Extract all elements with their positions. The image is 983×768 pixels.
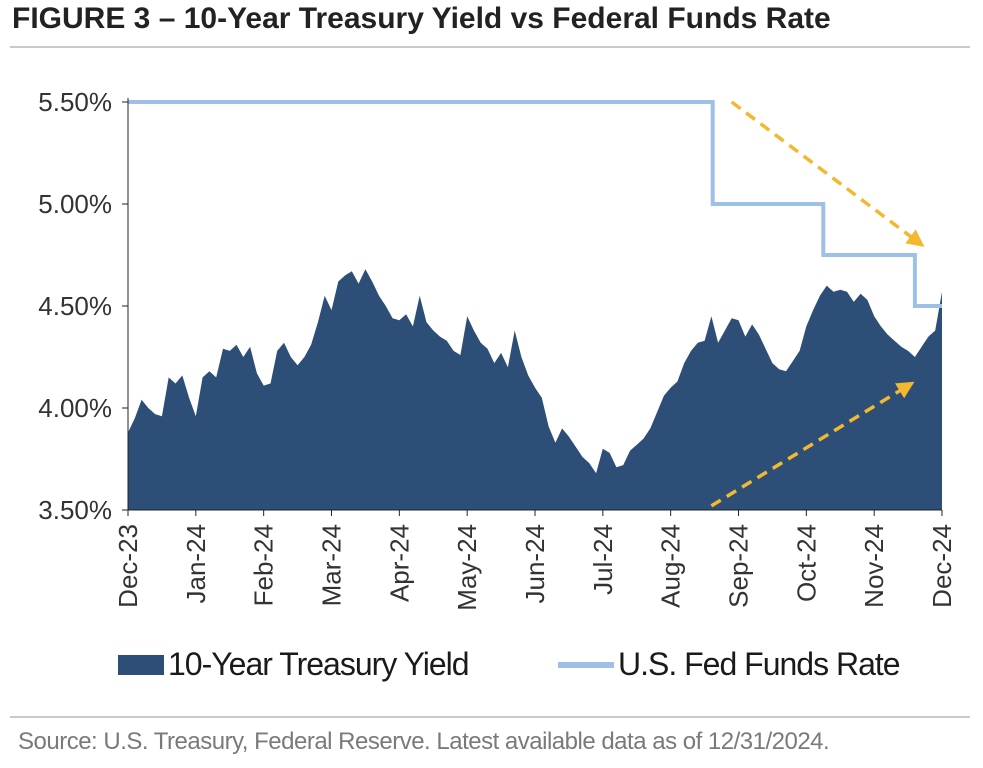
y-tick-label: 4.00% [38, 393, 112, 423]
x-tick-label: Mar-24 [317, 524, 347, 606]
trend-arrow-1 [730, 100, 925, 247]
x-tick-label: Jul-24 [588, 524, 618, 595]
legend-swatch-line [558, 661, 614, 668]
x-tick-label: Jun-24 [520, 524, 550, 604]
figure-title: FIGURE 3 – 10-Year Treasury Yield vs Fed… [12, 2, 831, 35]
series-fed-funds-line [128, 100, 942, 308]
x-tick-label: Dec-24 [927, 524, 957, 608]
legend-item-treasury-yield: 10-Year Treasury Yield [118, 646, 470, 683]
trend-arrow-2 [710, 381, 915, 508]
chart: 3.50% 4.00% 4.50% 5.00% 5.50% Dec-23 Jan-24 Fe… [38, 87, 957, 611]
source-divider [10, 716, 970, 718]
x-tick-label: Nov-24 [859, 524, 889, 608]
x-tick-label: Oct-24 [791, 524, 821, 602]
title-divider [10, 46, 970, 48]
legend-label-fed-funds: U.S. Fed Funds Rate [618, 646, 901, 682]
x-tick-label: Dec-23 [113, 524, 143, 608]
x-tick-label: May-24 [452, 524, 482, 611]
y-tick-label: 5.50% [38, 87, 112, 117]
y-tick-label: 3.50% [38, 495, 112, 525]
x-tick-label: Sep-24 [724, 524, 754, 608]
x-tick-label: Jan-24 [181, 524, 211, 604]
y-tick-label: 4.50% [38, 291, 112, 321]
legend-item-fed-funds: U.S. Fed Funds Rate [558, 646, 901, 683]
series-treasury-yield-area [128, 269, 942, 510]
source-note: Source: U.S. Treasury, Federal Reserve. … [18, 728, 830, 755]
legend: 10-Year Treasury Yield U.S. Fed Funds Ra… [0, 646, 983, 686]
y-tick-label: 5.00% [38, 189, 112, 219]
x-tick-label: Feb-24 [249, 524, 279, 606]
legend-swatch-area [118, 654, 164, 675]
x-tick-label: Apr-24 [384, 524, 414, 602]
x-tick-label: Aug-24 [656, 524, 686, 608]
legend-label-treasury-yield: 10-Year Treasury Yield [168, 646, 470, 682]
